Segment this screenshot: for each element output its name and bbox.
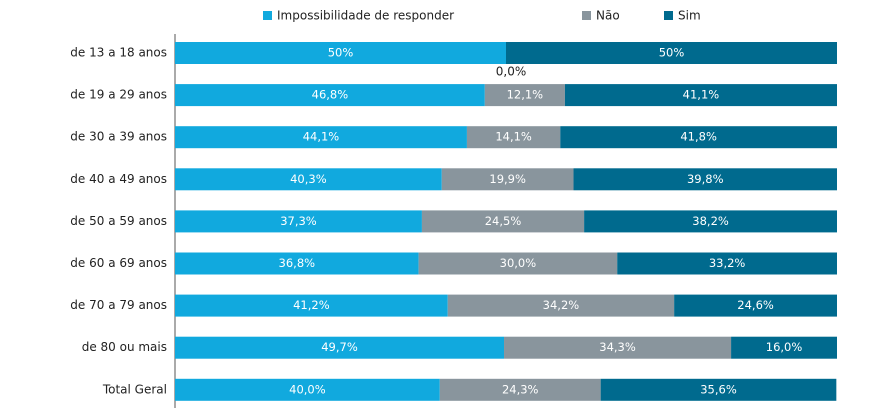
- bar-segment: [484, 84, 565, 107]
- bar-segment: [600, 378, 837, 401]
- bar-segment: [175, 84, 485, 107]
- value-label: 24,5%: [485, 214, 522, 228]
- bar-segment: [175, 210, 422, 233]
- legend-swatch: [664, 11, 673, 20]
- y-tick-label: de 70 a 79 anos: [70, 298, 167, 312]
- bar-segment: [175, 294, 448, 317]
- bar-segment: [418, 252, 618, 275]
- value-label: 24,6%: [737, 298, 774, 312]
- bar-segment: [564, 84, 837, 107]
- value-label: 41,1%: [683, 88, 720, 102]
- legend-swatch: [582, 11, 591, 20]
- value-label: 24,3%: [502, 382, 539, 396]
- bar-segment: [506, 42, 837, 64]
- value-label: 40,0%: [289, 382, 326, 396]
- value-label: 35,6%: [700, 382, 737, 396]
- legend-label: Impossibilidade de responder: [277, 9, 454, 23]
- value-label: 41,2%: [293, 298, 330, 312]
- value-label: 44,1%: [303, 130, 340, 144]
- value-label: 50%: [328, 46, 354, 60]
- value-label: 30,0%: [500, 256, 537, 270]
- bar-segment: [573, 168, 837, 191]
- value-label: 46,8%: [312, 88, 349, 102]
- bar-segment: [584, 210, 837, 233]
- bar-segment: [560, 126, 837, 149]
- y-tick-label: Total Geral: [102, 382, 167, 396]
- bar-segment: [441, 168, 574, 191]
- legend-swatch: [263, 11, 272, 20]
- value-label: 33,2%: [709, 256, 746, 270]
- bar-segment: [504, 336, 732, 359]
- value-label: 19,9%: [489, 172, 526, 186]
- bar-segment: [731, 336, 837, 359]
- value-label: 49,7%: [321, 340, 358, 354]
- value-label: 39,8%: [687, 172, 724, 186]
- value-label: 34,2%: [543, 298, 580, 312]
- value-label: 36,8%: [279, 256, 316, 270]
- y-tick-label: de 60 a 69 anos: [70, 256, 167, 270]
- value-label: 16,0%: [766, 340, 803, 354]
- legend-label: Sim: [678, 9, 701, 23]
- value-label: 40,3%: [290, 172, 327, 186]
- y-tick-label: de 13 a 18 anos: [70, 46, 167, 60]
- bar-segment: [617, 252, 837, 275]
- bar-segment: [175, 42, 506, 64]
- bar-segment: [175, 252, 419, 275]
- value-label: 41,8%: [680, 130, 717, 144]
- y-tick-label: de 80 ou mais: [82, 340, 167, 354]
- bar-segment: [175, 126, 467, 149]
- value-label: 38,2%: [692, 214, 729, 228]
- y-tick-label: de 30 a 39 anos: [70, 130, 167, 144]
- bar-segment: [674, 294, 837, 317]
- value-label: 50%: [659, 46, 685, 60]
- value-label: 37,3%: [280, 214, 317, 228]
- y-tick-label: de 19 a 29 anos: [70, 88, 167, 102]
- legend-label: Não: [596, 9, 620, 23]
- bar-segment: [439, 378, 601, 401]
- value-label: 0,0%: [496, 65, 527, 79]
- bar-segment: [175, 168, 442, 191]
- bar-segment: [466, 126, 561, 149]
- y-tick-label: de 50 a 59 anos: [70, 214, 167, 228]
- bar-segment: [447, 294, 675, 317]
- bar-segment: [175, 336, 505, 359]
- bar-segment: [175, 378, 440, 401]
- value-label: 14,1%: [495, 130, 532, 144]
- value-label: 34,3%: [599, 340, 636, 354]
- bar-segment: [421, 210, 585, 233]
- value-label: 12,1%: [507, 88, 544, 102]
- y-tick-label: de 40 a 49 anos: [70, 172, 167, 186]
